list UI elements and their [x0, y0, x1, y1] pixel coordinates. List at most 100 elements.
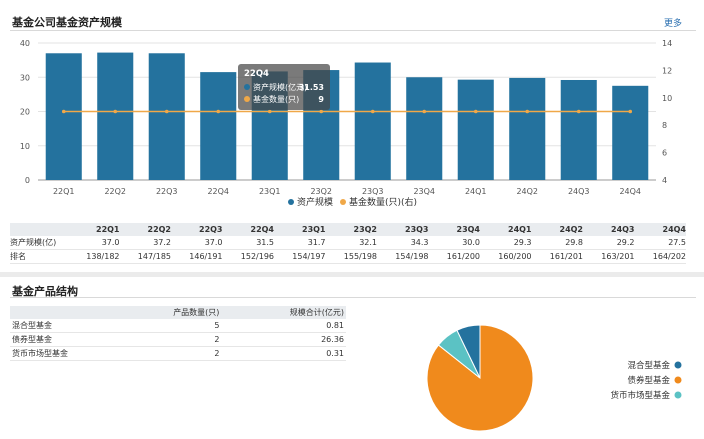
y-left-tick-label: 0 [25, 176, 30, 185]
table-header-cell: 22Q2 [147, 225, 172, 234]
bar [406, 77, 443, 180]
y-left-tick-label: 30 [20, 73, 30, 82]
bar [354, 62, 391, 180]
product-cell: 5 [214, 321, 220, 330]
table-cell: 29.8 [565, 238, 583, 247]
product-table: 产品数量(只) 规模合计(亿元) 混合型基金 5 0.81 债券型基金 2 26.36 货币市… [10, 306, 346, 361]
legend-marker [288, 199, 294, 205]
product-cell: 0.31 [326, 349, 344, 358]
table-cell: 30.0 [462, 238, 480, 247]
bar [45, 53, 82, 180]
x-tick-label: 23Q2 [310, 187, 332, 196]
row-label: 资产规模(亿) [10, 238, 57, 247]
y-right-tick-label: 6 [662, 149, 667, 158]
table-header-cell: 23Q1 [302, 225, 326, 234]
pie-legend-label: 债券型基金 [627, 375, 670, 386]
bar [560, 79, 597, 180]
bar [457, 79, 494, 180]
table-cell: 34.3 [410, 238, 429, 247]
pie-legend-marker [674, 361, 682, 369]
table-cell: 31.5 [256, 238, 274, 247]
table-header-cell: 24Q2 [559, 225, 584, 234]
bar [612, 85, 649, 180]
tooltip-title: 22Q4 [244, 69, 269, 79]
x-tick-label: 22Q3 [156, 187, 178, 196]
table-header-cell: 24Q4 [662, 225, 687, 234]
quarter-table: 22Q1 22Q2 22Q3 22Q4 23Q1 23Q2 23Q3 23Q4 24Q1 24Q2… [10, 223, 686, 264]
line-point [319, 109, 324, 114]
x-tick-label: 23Q4 [413, 187, 435, 196]
table-cell: 163/201 [601, 252, 635, 261]
bar [200, 72, 237, 180]
bar [148, 53, 185, 180]
line-point [370, 109, 375, 114]
x-tick-label: 22Q1 [53, 187, 75, 196]
line-point [61, 109, 66, 114]
table-cell: 32.1 [359, 238, 377, 247]
x-tick-label: 23Q1 [259, 187, 281, 196]
y-left-tick-label: 40 [20, 39, 30, 48]
tooltip-label: 基金数量(只) [253, 94, 299, 104]
page-title: 基金公司基金资产规模 [12, 16, 122, 29]
line-point [267, 109, 272, 114]
product-row: 货币市场型基金 2 0.31 [10, 347, 346, 361]
pie-legend-marker [674, 391, 682, 399]
x-tick-label: 24Q3 [568, 187, 590, 196]
product-header-cell: 产品数量(只) [173, 308, 220, 317]
table-cell: 152/196 [240, 252, 274, 261]
table-header-cell: 24Q3 [611, 225, 635, 234]
table-cell: 37.0 [101, 238, 120, 247]
product-cell: 2 [214, 349, 220, 358]
x-tick-label: 24Q2 [516, 187, 538, 196]
table-header-cell: 24Q1 [508, 225, 532, 234]
y-right-tick-label: 10 [662, 94, 672, 103]
x-tick-label: 23Q3 [362, 187, 384, 196]
line-point [216, 109, 221, 114]
table-header-cell: 22Q3 [199, 225, 223, 234]
y-right-tick-label: 14 [662, 39, 672, 48]
product-cell: 0.81 [326, 321, 344, 330]
pie-slice [456, 324, 481, 379]
product-header-row: 产品数量(只) 规模合计(亿元) [10, 306, 346, 319]
table-cell: 161/201 [549, 252, 583, 261]
table-header-cell: 23Q4 [456, 225, 481, 234]
table-header-cell: 22Q1 [96, 225, 120, 234]
tooltip-label: 资产规模(亿元) [253, 82, 307, 92]
table-header-row: 22Q1 22Q2 22Q3 22Q4 23Q1 23Q2 23Q3 23Q4 24Q1 24Q2… [10, 223, 686, 236]
x-tick-label: 24Q1 [465, 187, 487, 196]
tooltip-marker [244, 84, 250, 90]
y-right-tick-label: 4 [662, 176, 667, 185]
line-point [576, 109, 581, 114]
x-tick-label: 22Q4 [207, 187, 229, 196]
product-divider [10, 297, 696, 298]
tooltip-marker [244, 96, 250, 102]
table-header-cell: 22Q4 [250, 225, 275, 234]
table-cell: 160/200 [498, 252, 532, 261]
table-row: 资产规模(亿) 37.0 37.2 37.0 31.5 31.7 32.1 34.3 30.0 2… [10, 236, 686, 250]
product-row: 债券型基金 2 26.36 [10, 333, 346, 347]
legend-label: 基金数量(只)(右) [349, 196, 417, 208]
line-point [628, 109, 633, 114]
tooltip-value: 9 [318, 95, 324, 104]
y-right-tick-label: 8 [662, 121, 667, 130]
x-tick-label: 22Q2 [104, 187, 126, 196]
table-cell: 155/198 [343, 252, 377, 261]
table-cell: 164/202 [652, 252, 686, 261]
table-cell: 146/191 [189, 252, 223, 261]
table-cell: 154/197 [292, 252, 326, 261]
table-cell: 31.7 [307, 238, 326, 247]
product-cell: 2 [214, 335, 220, 344]
table-cell: 154/198 [395, 252, 429, 261]
table-cell: 138/182 [86, 252, 120, 261]
product-row: 混合型基金 5 0.81 [10, 319, 346, 333]
more-link[interactable]: 更多 [664, 19, 683, 29]
x-tick-label: 24Q4 [619, 187, 641, 196]
table-cell: 37.2 [153, 238, 171, 247]
legend-marker [340, 199, 346, 205]
line-point [164, 109, 169, 114]
table-cell: 147/185 [137, 252, 171, 261]
bar [509, 77, 546, 180]
asset-scale-chart: 0 10 20 30 40 4 6 8 10 12 14 22Q1 22Q2 22Q3 22Q4 23Q1 23… [20, 39, 672, 208]
table-cell: 29.3 [513, 238, 532, 247]
